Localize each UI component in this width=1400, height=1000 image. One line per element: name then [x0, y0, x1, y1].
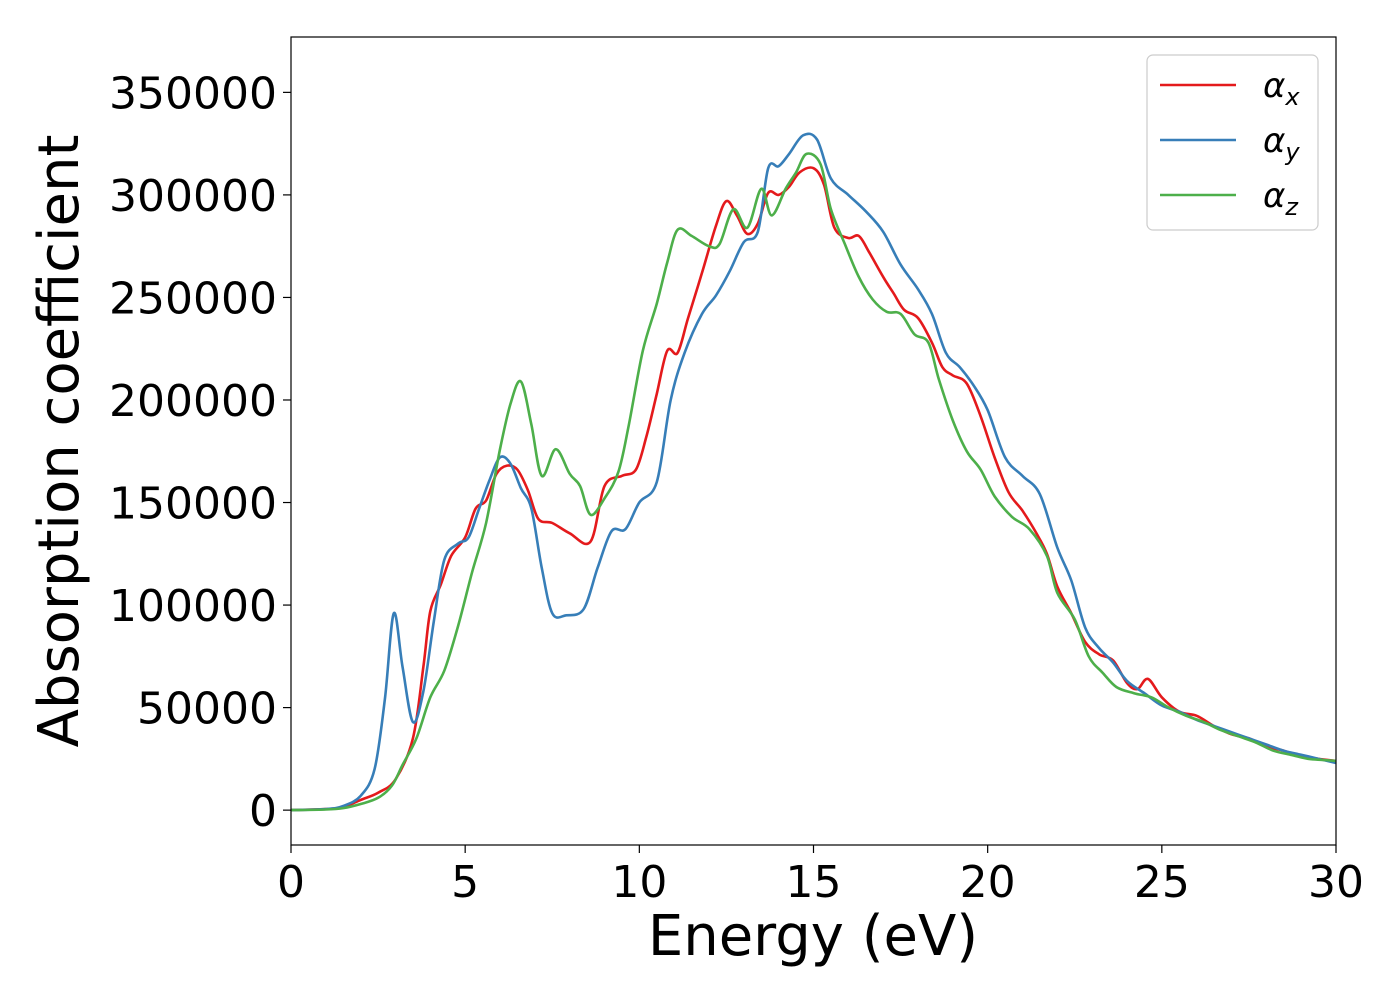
x-axis-title: Energy (eV) — [648, 904, 978, 969]
y-tick-label: 300000 — [109, 171, 277, 222]
y-tick-label: 100000 — [109, 581, 277, 632]
y-tick-label: 0 — [249, 786, 277, 837]
x-tick-label: 30 — [1308, 857, 1364, 908]
x-tick-label: 0 — [277, 857, 305, 908]
y-ticks: 0 50000 100000 150000 200000 250000 300000 3500… — [109, 68, 291, 837]
y-tick-label: 200000 — [109, 376, 277, 427]
y-tick-label: 250000 — [109, 273, 277, 324]
series-line-y — [290, 132, 1337, 812]
x-ticks: 0 5 10 15 20 25 30 — [277, 845, 1364, 908]
series-line-z — [290, 152, 1337, 812]
x-tick-label: 10 — [611, 857, 667, 908]
y-tick-label: 350000 — [109, 68, 277, 119]
y-tick-label: 150000 — [109, 479, 277, 530]
x-tick-label: 20 — [960, 857, 1016, 908]
x-tick-label: 15 — [786, 857, 842, 908]
legend-box — [1146, 54, 1319, 231]
y-tick-label: 50000 — [137, 684, 277, 735]
series-layer — [290, 132, 1337, 812]
y-axis-title: Absorption coefficient — [27, 135, 92, 748]
x-tick-label: 5 — [451, 857, 479, 908]
x-tick-label: 25 — [1134, 857, 1190, 908]
series-line-x — [290, 166, 1337, 812]
